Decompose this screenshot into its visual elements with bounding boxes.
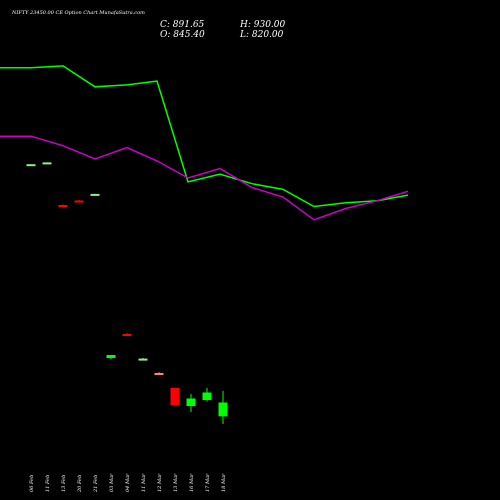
candle-body xyxy=(58,205,68,207)
candle-13-mar xyxy=(170,387,180,406)
candle-body xyxy=(122,334,132,336)
candle-body xyxy=(106,355,116,358)
candle-16-mar xyxy=(186,394,196,412)
x-tick-label: 18 Mar xyxy=(221,473,227,492)
series-line-lower xyxy=(0,135,409,221)
candle-body xyxy=(218,402,228,417)
candle-body xyxy=(42,162,52,165)
candle-13-feb xyxy=(58,204,68,207)
candle-body xyxy=(26,164,36,167)
x-tick-label: 20 Feb xyxy=(77,475,83,493)
x-tick-label: 17 Mar xyxy=(205,473,211,492)
candle-20-feb xyxy=(74,199,84,203)
x-tick-label: 13 Feb xyxy=(61,475,67,492)
x-tick-label: 13 Mar xyxy=(173,473,179,492)
candle-04-mar xyxy=(122,332,132,336)
candle-body xyxy=(186,398,196,406)
series-line-upper xyxy=(0,65,409,208)
close-value: C: 891.65 xyxy=(160,20,205,30)
low-value: L: 820.00 xyxy=(240,30,284,40)
x-tick-label: 11 Feb xyxy=(45,475,51,492)
candle-17-mar xyxy=(202,388,212,402)
candle-11-mar xyxy=(138,358,148,361)
candle-body xyxy=(90,193,100,196)
candle-body xyxy=(74,200,84,203)
chart-title: NIFTY 23450.00 CE Option Chart MunafaSut… xyxy=(12,10,145,16)
x-tick-label: 16 Mar xyxy=(189,473,195,492)
candle-11-feb xyxy=(42,162,52,165)
candle-21-feb xyxy=(90,193,100,196)
x-tick-label: 04 Mar xyxy=(125,473,131,492)
x-tick-label: 03 Mar xyxy=(109,473,115,492)
candle-18-mar xyxy=(218,391,228,424)
candle-body xyxy=(170,388,180,406)
candle-06-feb xyxy=(26,164,36,167)
candle-body xyxy=(138,358,148,361)
x-tick-label: 21 Feb xyxy=(93,475,99,493)
candle-03-mar xyxy=(106,355,116,360)
x-tick-label: 11 Mar xyxy=(141,473,147,492)
x-tick-label: 06 Feb xyxy=(29,475,35,492)
candle-body xyxy=(202,392,212,400)
candle-12-mar xyxy=(154,372,164,375)
candle-body xyxy=(154,373,164,375)
x-tick-label: 12 Mar xyxy=(157,473,163,492)
high-value: H: 930.00 xyxy=(240,20,286,30)
open-value: O: 845.40 xyxy=(160,30,205,40)
